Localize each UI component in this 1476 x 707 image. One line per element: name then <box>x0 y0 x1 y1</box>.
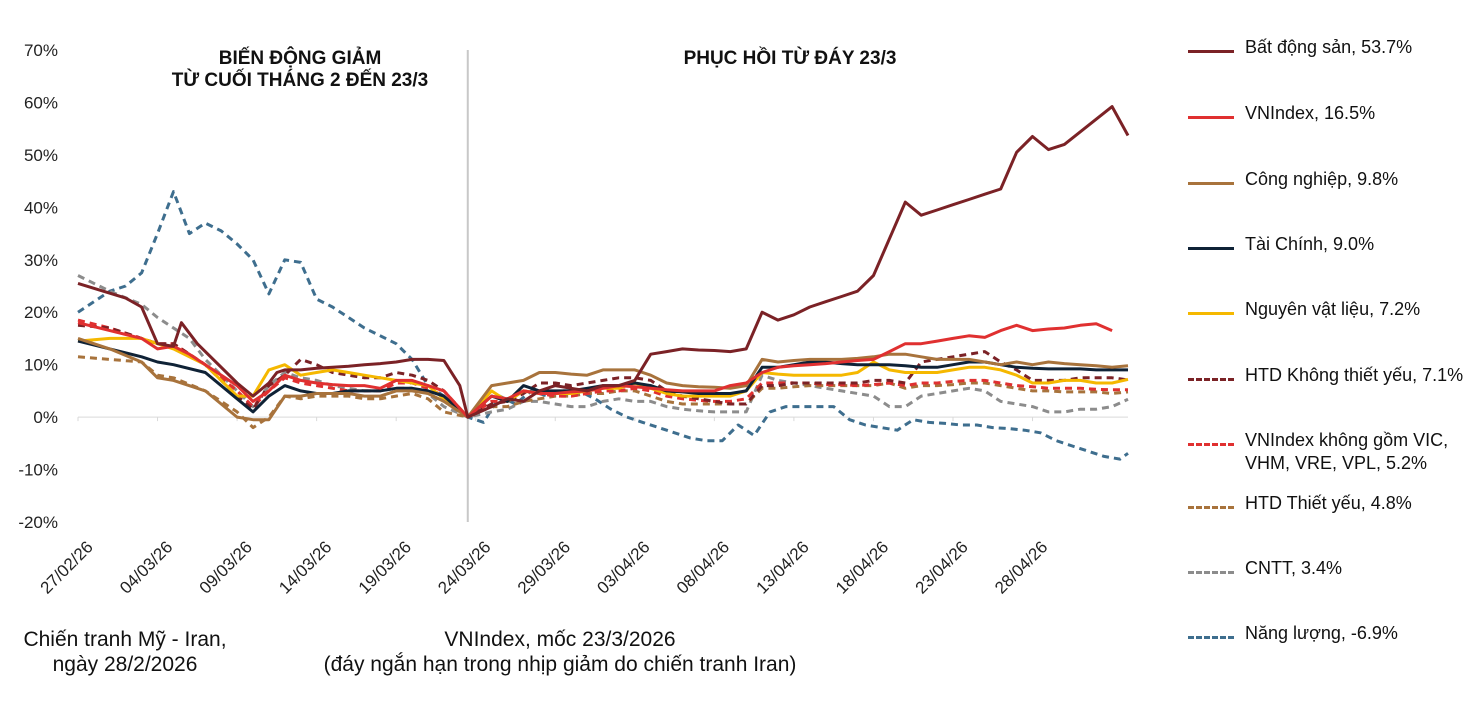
legend-swatch <box>1188 443 1234 446</box>
y-tick-label: 10% <box>24 356 58 375</box>
legend-item: Công nghiệp, 9.8% <box>1186 168 1471 228</box>
series-line <box>77 336 1129 422</box>
legend-label: Năng lượng, -6.9% <box>1245 623 1398 643</box>
x-tick-label: 14/03/26 <box>275 537 335 597</box>
series-line <box>77 318 1128 419</box>
legend-item: VNIndex, 16.5% <box>1186 102 1471 162</box>
legend-label: HTD Không thiết yếu, 7.1% <box>1245 365 1464 385</box>
legend-swatch <box>1188 247 1234 250</box>
decline-title-line-2: TỪ CUỐI THÁNG 2 ĐẾN 23/3 <box>171 70 429 91</box>
legend-label: HTD Thiết yếu, 4.8% <box>1245 493 1412 513</box>
y-tick-label: 0% <box>33 408 58 427</box>
decline-title-line-1: BIẾN ĐỘNG GIẢM <box>218 48 382 69</box>
legend-swatch <box>1188 182 1234 185</box>
y-tick-label: 20% <box>24 303 58 322</box>
x-tick-label: 24/03/26 <box>434 537 494 597</box>
y-tick-label: 40% <box>24 198 58 217</box>
series-line <box>77 190 1129 461</box>
y-tick-label: 30% <box>24 251 58 270</box>
x-tick-label: 27/02/26 <box>37 537 97 597</box>
decline-period-title: BIẾN ĐỘNG GIẢM TỪ CUỐI THÁNG 2 ĐẾN 23/3 <box>120 48 480 92</box>
legend-label: CNTT, 3.4% <box>1245 558 1343 578</box>
recovery-period-title: PHỤC HỒI TỪ ĐÁY 23/3 <box>683 48 897 69</box>
x-tick-label: 18/04/26 <box>832 537 892 597</box>
legend-label: Bất động sản, 53.7% <box>1245 37 1413 57</box>
legend-item: Tài Chính, 9.0% <box>1186 233 1471 293</box>
legend-item: Năng lượng, -6.9% <box>1186 622 1471 682</box>
legend-swatch <box>1188 50 1234 53</box>
x-tick-label: 09/03/26 <box>196 537 256 597</box>
series-line <box>77 336 1129 419</box>
x-tick-label: 28/04/26 <box>991 537 1051 597</box>
x-tick-label: 03/04/26 <box>593 537 653 597</box>
legend-swatch <box>1188 378 1234 381</box>
y-tick-label: 70% <box>24 41 58 60</box>
legend-item: HTD Thiết yếu, 4.8% <box>1186 492 1471 552</box>
x-tick-label: 13/04/26 <box>753 537 813 597</box>
legend-swatch <box>1188 506 1234 509</box>
base-date-note-line-2: (đáy ngắn hạn trong nhịp giảm do chiến t… <box>323 653 797 676</box>
legend-label: VNIndex, 16.5% <box>1245 103 1376 123</box>
y-tick-label: -10% <box>18 461 58 480</box>
war-date-note: Chiến tranh Mỹ - Iran, ngày 28/2/2026 <box>23 628 227 676</box>
y-tick-label: 50% <box>24 146 58 165</box>
series-line <box>77 323 1129 419</box>
x-tick-label: 19/03/26 <box>355 537 415 597</box>
legend-item: Nguyên vật liệu, 7.2% <box>1186 298 1471 358</box>
y-tick-label: 60% <box>24 93 58 112</box>
legend-swatch <box>1188 116 1234 119</box>
series-line <box>77 321 1113 419</box>
series-line <box>77 339 1128 419</box>
x-tick-label: 04/03/26 <box>116 537 176 597</box>
legend-swatch <box>1188 312 1234 315</box>
x-tick-label: 23/04/26 <box>912 537 972 597</box>
legend-item: Bất động sản, 53.7% <box>1186 36 1471 96</box>
legend-label: Công nghiệp, 9.8% <box>1245 169 1399 189</box>
base-date-note-line-1: VNIndex, mốc 23/3/2026 <box>444 628 676 651</box>
legend-label: VNIndex không gồm VIC, VHM, VRE, VPL, 5.… <box>1245 430 1449 473</box>
legend-label: Tài Chính, 9.0% <box>1245 234 1375 254</box>
series-line <box>77 105 1130 419</box>
y-tick-label: -20% <box>18 513 58 532</box>
legend-swatch <box>1188 636 1234 639</box>
legend-item: CNTT, 3.4% <box>1186 557 1471 617</box>
series-layer <box>77 105 1130 461</box>
legend-item: VNIndex không gồm VIC, VHM, VRE, VPL, 5.… <box>1186 429 1471 489</box>
x-tick-label: 29/03/26 <box>514 537 574 597</box>
legend-label: Nguyên vật liệu, 7.2% <box>1245 299 1421 319</box>
series-line <box>77 274 1129 419</box>
base-date-note: VNIndex, mốc 23/3/2026 (đáy ngắn hạn tro… <box>290 627 830 677</box>
legend-swatch <box>1188 571 1234 574</box>
x-tick-label: 08/04/26 <box>673 537 733 597</box>
y-axis: 70% 60% 50% 40% 30% 20% 10% 0% -10% -20% <box>18 41 1128 532</box>
x-axis: 27/02/26 04/03/26 09/03/26 14/03/26 19/03/26… <box>37 417 1051 598</box>
legend-item: HTD Không thiết yếu, 7.1% <box>1186 364 1471 424</box>
